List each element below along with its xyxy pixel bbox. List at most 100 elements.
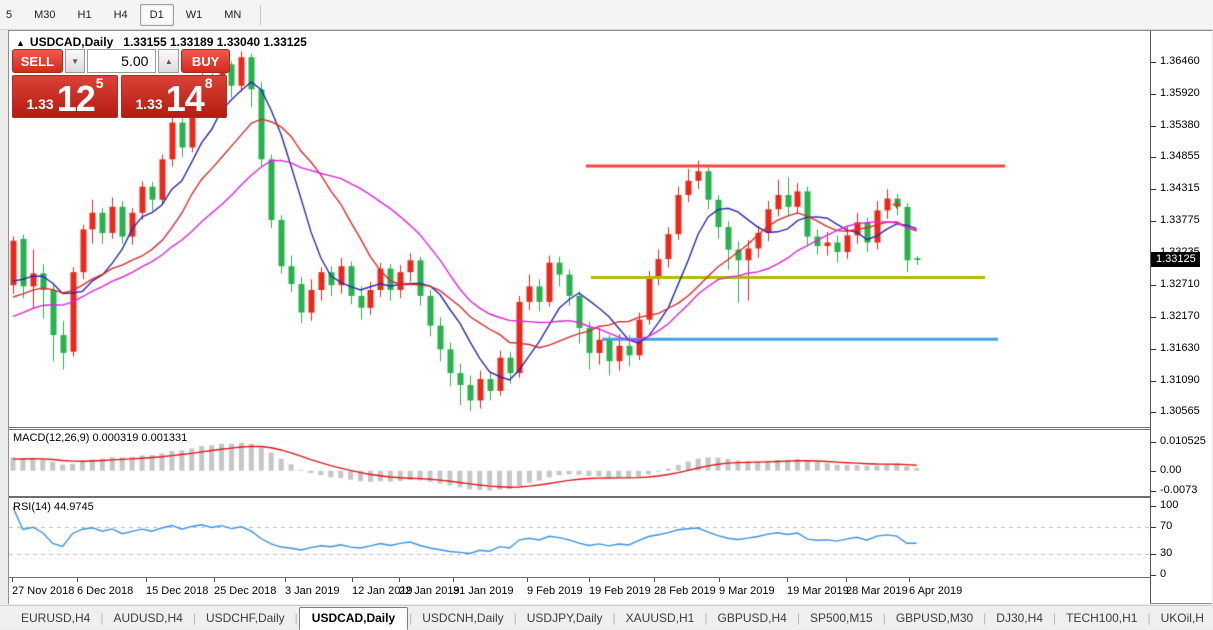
time-axis-label: 19 Feb 2019 bbox=[589, 585, 651, 597]
collapse-triangle-icon[interactable]: ▲ bbox=[16, 38, 25, 48]
chart-tab-bar: EURUSD,H4|AUDUSD,H4|USDCHF,Daily|USDCAD,… bbox=[0, 605, 1213, 629]
chart-tab-gbpusd-m30[interactable]: GBPUSD,M30 bbox=[887, 609, 982, 629]
ask-price-prefix: 1.33 bbox=[135, 96, 162, 113]
rsi-axis-label: 100 bbox=[1160, 499, 1178, 511]
time-axis-tick bbox=[787, 578, 788, 582]
timeframe-button-m30[interactable]: M30 bbox=[24, 4, 65, 26]
macd-axis-label: 0.010525 bbox=[1160, 435, 1206, 447]
rsi-axis-label: 70 bbox=[1160, 520, 1172, 532]
time-axis-tick bbox=[77, 578, 78, 582]
chart-symbol-label: USDCAD,Daily bbox=[30, 35, 113, 49]
time-axis-label: 27 Nov 2018 bbox=[12, 585, 74, 597]
chart-tab-sp500-m15[interactable]: SP500,M15 bbox=[801, 609, 882, 629]
rsi-canvas[interactable] bbox=[9, 498, 1150, 577]
bid-price-prefix: 1.33 bbox=[26, 96, 53, 113]
time-axis-label: 28 Mar 2019 bbox=[846, 585, 908, 597]
price-axis-label: 1.35380 bbox=[1160, 119, 1200, 131]
chart-window: ▲ USDCAD,Daily 1.33155 1.33189 1.33040 1.3… bbox=[8, 30, 1212, 604]
time-axis-tick bbox=[846, 578, 847, 582]
arrow-up-icon: ▲ bbox=[165, 57, 173, 66]
macd-axis-label: 0.00 bbox=[1160, 464, 1181, 476]
price-axis-label: 1.34855 bbox=[1160, 150, 1200, 162]
price-axis-label: 1.32170 bbox=[1160, 310, 1200, 322]
price-axis-label: 1.36460 bbox=[1160, 55, 1200, 67]
chart-tab-dj30-h4[interactable]: DJ30,H4 bbox=[987, 609, 1052, 629]
rsi-axis-label: 30 bbox=[1160, 547, 1172, 559]
price-axis-label: 1.30565 bbox=[1160, 405, 1200, 417]
time-axis-tick bbox=[527, 578, 528, 582]
chart-tab-ukoil-h[interactable]: UKOil,H bbox=[1152, 609, 1213, 629]
price-axis-label: 1.31630 bbox=[1160, 342, 1200, 354]
price-axis-label: 1.32710 bbox=[1160, 278, 1200, 290]
chart-tabs: EURUSD,H4|AUDUSD,H4|USDCHF,Daily|USDCAD,… bbox=[12, 607, 1213, 629]
chart-tab-usdcnh-daily[interactable]: USDCNH,Daily bbox=[413, 609, 512, 629]
price-axis-column[interactable]: 1.36460 1.35920 1.35380 1.34855 1.34315 1.337… bbox=[1150, 31, 1212, 603]
macd-label: MACD(12,26,9) 0.000319 0.001331 bbox=[13, 432, 187, 444]
time-axis-tick bbox=[214, 578, 215, 582]
chart-tab-audusd-h4[interactable]: AUDUSD,H4 bbox=[104, 609, 191, 629]
chart-tab-gbpusd-h4[interactable]: GBPUSD,H4 bbox=[708, 609, 795, 629]
time-axis-tick bbox=[909, 578, 910, 582]
chart-tab-usdcad-daily[interactable]: USDCAD,Daily bbox=[299, 607, 408, 630]
time-axis-tick bbox=[719, 578, 720, 582]
price-axis-label: 1.34315 bbox=[1160, 182, 1200, 194]
chart-tab-usdchf-daily[interactable]: USDCHF,Daily bbox=[197, 609, 294, 629]
time-axis-tick bbox=[453, 578, 454, 582]
time-axis-tick bbox=[352, 578, 353, 582]
chart-title: ▲ USDCAD,Daily 1.33155 1.33189 1.33040 1.3… bbox=[16, 35, 307, 49]
time-axis-tick bbox=[12, 578, 13, 582]
toolbar-separator bbox=[260, 5, 261, 25]
timeframe-button-5[interactable]: 5 bbox=[0, 4, 22, 26]
rsi-axis-label: 0 bbox=[1160, 568, 1166, 580]
time-axis-tick bbox=[146, 578, 147, 582]
time-axis-label: 6 Apr 2019 bbox=[909, 585, 962, 597]
bid-price-big-digits: 12 bbox=[57, 85, 95, 113]
buy-button[interactable]: BUY bbox=[181, 49, 230, 73]
time-axis-tick bbox=[399, 578, 400, 582]
time-axis-tick bbox=[654, 578, 655, 582]
chart-tab-tech100-h1[interactable]: TECH100,H1 bbox=[1057, 609, 1146, 629]
time-axis-tick bbox=[285, 578, 286, 582]
timeframe-button-mn[interactable]: MN bbox=[214, 4, 251, 26]
ask-price-big-digits: 14 bbox=[166, 85, 204, 113]
chart-tab-eurusd-h4[interactable]: EURUSD,H4 bbox=[12, 609, 99, 629]
timeframe-button-h4[interactable]: H4 bbox=[104, 4, 138, 26]
chart-tab-xauusd-h1[interactable]: XAUUSD,H1 bbox=[617, 609, 704, 629]
sell-button[interactable]: SELL bbox=[12, 49, 63, 73]
time-axis-label: 19 Mar 2019 bbox=[787, 585, 849, 597]
time-axis-tick bbox=[589, 578, 590, 582]
chart-tab-usdjpy-daily[interactable]: USDJPY,Daily bbox=[518, 609, 612, 629]
bid-price-pipette: 5 bbox=[96, 77, 104, 89]
timeframe-button-w1[interactable]: W1 bbox=[176, 4, 213, 26]
time-axis-label: 9 Mar 2019 bbox=[719, 585, 775, 597]
rsi-label: RSI(14) 44.9745 bbox=[13, 501, 94, 513]
ask-price-pipette: 8 bbox=[205, 77, 213, 89]
chart-ohlc-values: 1.33155 1.33189 1.33040 1.33125 bbox=[123, 35, 307, 49]
timeframe-button-d1[interactable]: D1 bbox=[140, 4, 174, 26]
volume-increase-button[interactable]: ▲ bbox=[158, 49, 179, 73]
macd-axis-label: -0.0073 bbox=[1160, 484, 1197, 496]
time-axis-label: 9 Feb 2019 bbox=[527, 585, 583, 597]
price-axis-label: 1.31090 bbox=[1160, 374, 1200, 386]
time-axis-label: 28 Feb 2019 bbox=[654, 585, 716, 597]
time-axis-label: 3 Jan 2019 bbox=[285, 585, 339, 597]
time-axis-label: 25 Dec 2018 bbox=[214, 585, 276, 597]
rsi-indicator-pane[interactable] bbox=[9, 498, 1150, 577]
time-axis-label: 6 Dec 2018 bbox=[77, 585, 133, 597]
time-axis-label: 15 Dec 2018 bbox=[146, 585, 208, 597]
price-axis-label: 1.35920 bbox=[1160, 87, 1200, 99]
timeframe-button-h1[interactable]: H1 bbox=[68, 4, 102, 26]
arrow-down-icon: ▼ bbox=[71, 57, 79, 66]
current-price-tag: 1.33125 bbox=[1151, 252, 1200, 267]
volume-decrease-button[interactable]: ▼ bbox=[65, 49, 86, 73]
volume-input[interactable]: 5.00 bbox=[87, 49, 156, 73]
time-axis-label: 31 Jan 2019 bbox=[453, 585, 514, 597]
price-axis-label: 1.33775 bbox=[1160, 214, 1200, 226]
time-axis-label: 22 Jan 2019 bbox=[399, 585, 460, 597]
